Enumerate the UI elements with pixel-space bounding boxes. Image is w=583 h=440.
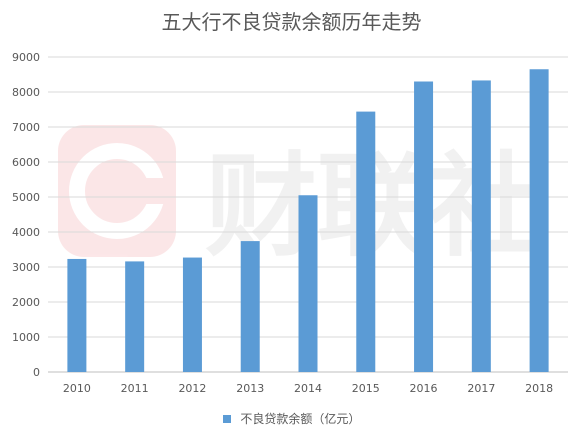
y-tick-label: 9000 — [12, 51, 40, 64]
chart-title: 五大行不良贷款余额历年走势 — [161, 10, 422, 34]
x-tick-label: 2014 — [294, 382, 322, 395]
x-tick-label: 2016 — [410, 382, 438, 395]
legend-label: 不良贷款余额（亿元） — [240, 412, 361, 426]
x-tick-label: 2010 — [63, 382, 91, 395]
legend: 不良贷款余额（亿元） — [0, 410, 583, 427]
bar-2015 — [356, 111, 376, 372]
x-tick-label: 2012 — [178, 382, 206, 395]
y-tick-label: 0 — [33, 366, 40, 379]
y-tick-label: 2000 — [12, 296, 40, 309]
y-tick-label: 3000 — [12, 261, 40, 274]
bar-2018 — [529, 69, 549, 372]
y-tick-label: 7000 — [12, 121, 40, 134]
y-tick-label: 4000 — [12, 226, 40, 239]
y-tick-label: 1000 — [12, 331, 40, 344]
bar-2011 — [125, 261, 145, 372]
x-tick-label: 2013 — [236, 382, 264, 395]
bar-2017 — [471, 80, 491, 372]
x-tick-label: 2011 — [121, 382, 149, 395]
bar-2013 — [240, 241, 260, 372]
y-tick-label: 5000 — [12, 191, 40, 204]
bar-2016 — [414, 81, 434, 372]
bar-2010 — [67, 258, 87, 372]
y-tick-label: 6000 — [12, 156, 40, 169]
x-tick-label: 2015 — [352, 382, 380, 395]
x-tick-label: 2018 — [525, 382, 553, 395]
legend-swatch — [222, 414, 231, 423]
bar-2012 — [182, 257, 202, 372]
x-tick-label: 2017 — [467, 382, 495, 395]
y-tick-label: 8000 — [12, 86, 40, 99]
bar-2014 — [298, 195, 318, 372]
